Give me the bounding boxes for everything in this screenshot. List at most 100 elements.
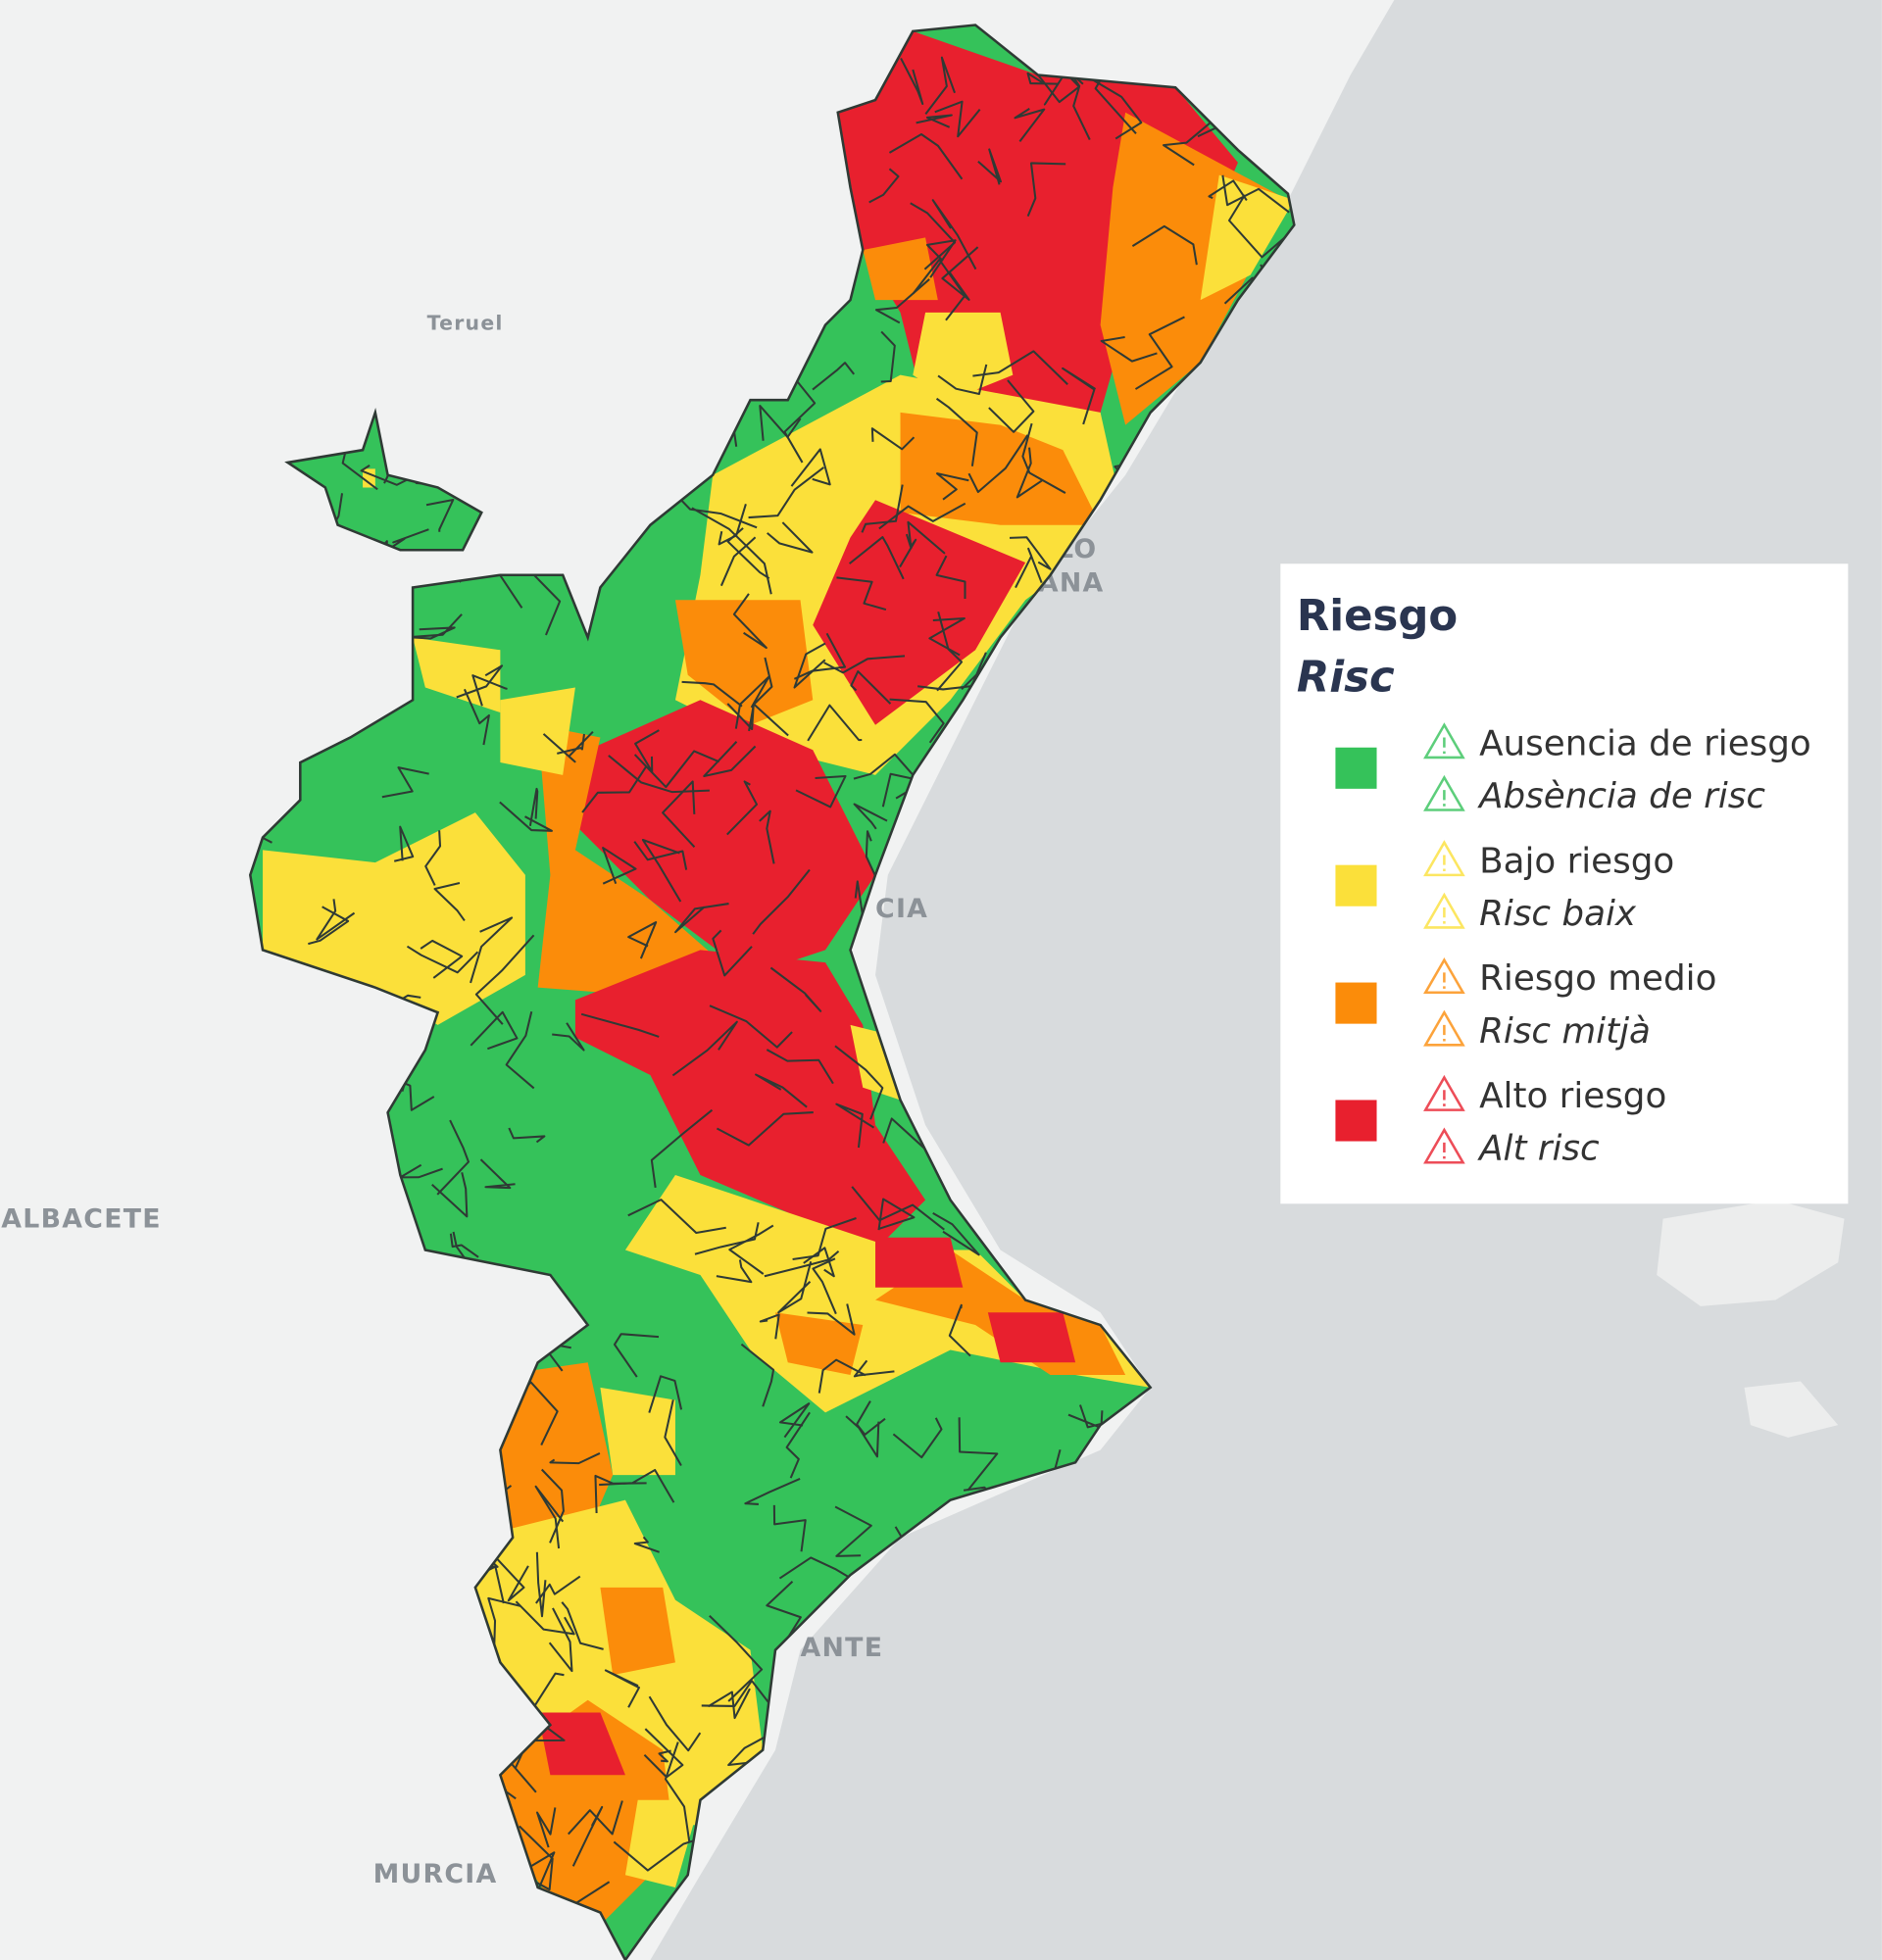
municipality-border <box>793 642 826 689</box>
municipality-border <box>753 657 789 737</box>
municipality-border <box>937 364 988 396</box>
municipality-border <box>912 258 966 321</box>
municipality-border <box>967 434 1029 494</box>
municipality-border <box>627 1199 726 1235</box>
municipality-border <box>393 825 415 862</box>
municipality-border <box>874 278 930 324</box>
municipality-border <box>812 1257 837 1315</box>
municipality-border <box>835 1102 875 1149</box>
municipality-border <box>892 1417 943 1459</box>
municipality-border <box>807 704 863 742</box>
municipality-border <box>948 1303 971 1357</box>
municipality-border <box>549 1451 601 1465</box>
municipality-border <box>449 1233 479 1258</box>
legend-label-ca: Alt risc <box>1477 1129 1600 1169</box>
municipality-border <box>580 1012 660 1038</box>
sea <box>650 0 1882 1960</box>
municipality-border <box>528 787 539 827</box>
municipality-border <box>420 939 464 979</box>
municipality-border <box>853 1359 895 1378</box>
municipality-border <box>772 1504 807 1552</box>
municipality-border <box>581 765 647 813</box>
risk-zone <box>537 724 751 1001</box>
municipality-border <box>958 1417 999 1492</box>
municipality-border <box>495 1557 529 1602</box>
municipality-border <box>755 1073 808 1108</box>
legend-label: Alto riesgo <box>1479 1076 1666 1116</box>
municipality-border <box>834 1045 884 1120</box>
warning-icon <box>1423 892 1465 929</box>
place-label: ANTE <box>801 1633 884 1663</box>
municipality-border <box>792 1217 857 1260</box>
municipality-border <box>752 868 811 935</box>
municipality-border <box>900 57 924 106</box>
municipality-border <box>795 774 847 808</box>
municipality-border <box>889 698 945 744</box>
municipality-border <box>406 945 479 974</box>
municipality-border <box>548 1607 573 1673</box>
legend-label: Riesgo medio <box>1479 958 1716 999</box>
municipality-border <box>1208 179 1248 202</box>
risk-zone <box>574 950 926 1250</box>
municipality-border <box>1163 115 1219 167</box>
municipality-border <box>425 498 455 532</box>
municipality-border <box>734 675 770 729</box>
municipality-border <box>935 555 966 599</box>
municipality-border <box>505 1011 535 1090</box>
risk-zone <box>500 687 575 775</box>
municipality-border <box>648 1375 683 1413</box>
municipality-border <box>602 847 637 885</box>
municipality-border <box>399 1163 443 1179</box>
municipality-border <box>1014 107 1046 143</box>
risk-zone <box>900 412 1101 525</box>
legend-title: Riesgo <box>1297 592 1458 641</box>
legend-label: Bajo riesgo <box>1479 841 1674 881</box>
municipality-border <box>934 100 981 138</box>
municipality-border <box>456 664 504 699</box>
municipality-border <box>1131 224 1198 266</box>
risk-zone <box>875 1237 964 1288</box>
municipality-border <box>694 1222 760 1255</box>
municipality-border <box>470 916 514 984</box>
municipality-border <box>608 755 710 794</box>
legend-swatch <box>1335 1100 1377 1142</box>
municipality-border <box>316 899 356 941</box>
municipality-border <box>1009 536 1052 570</box>
municipality-border <box>552 1022 585 1052</box>
municipality-border <box>769 966 822 1012</box>
municipality-border <box>707 1688 751 1720</box>
municipality-border <box>716 1111 814 1147</box>
legend-label-ca: Risc mitjà <box>1479 1011 1651 1052</box>
warning-icon <box>1423 722 1465 760</box>
municipality-border <box>487 1596 521 1655</box>
municipality-border <box>732 593 768 649</box>
municipality-border <box>766 1049 834 1085</box>
risk-zone <box>537 1712 625 1776</box>
municipality-border <box>907 520 946 555</box>
risk-zone <box>624 1799 701 1888</box>
municipality-border <box>664 1741 691 1843</box>
municipality-border <box>474 934 535 1025</box>
warning-icon <box>1423 1009 1465 1047</box>
municipality-border <box>767 521 814 554</box>
municipality-border <box>1134 316 1185 390</box>
municipality-border <box>1085 74 1143 140</box>
municipality-border <box>878 502 966 530</box>
municipality-border <box>719 536 757 587</box>
municipality-border <box>599 1468 675 1503</box>
municipality-border <box>836 576 887 612</box>
risk-zone <box>1200 174 1295 301</box>
municipality-border <box>880 330 896 383</box>
municipality-border <box>561 1601 604 1650</box>
legend-label: Ausencia de riesgo <box>1479 723 1811 763</box>
municipality-border <box>853 753 915 780</box>
municipality-border <box>633 1536 660 1553</box>
municipality-border <box>910 202 957 270</box>
municipality-border <box>709 1614 764 1702</box>
municipality-border <box>764 1250 840 1278</box>
municipality-border <box>1021 422 1066 494</box>
municipality-border <box>916 114 953 128</box>
municipality-border <box>877 1198 916 1231</box>
municipality-border <box>716 1259 753 1284</box>
